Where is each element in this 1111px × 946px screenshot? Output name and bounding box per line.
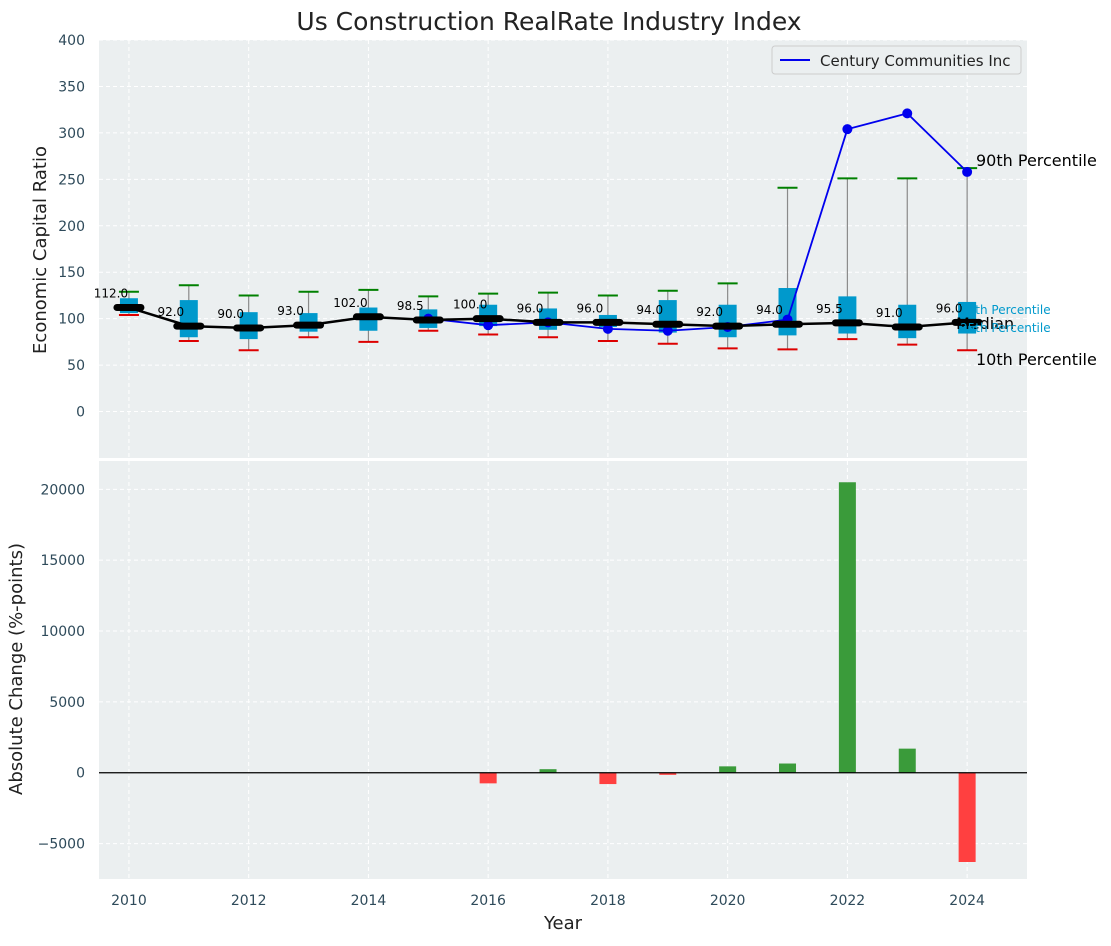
bottom-y-tick-label: 15000 <box>40 553 85 569</box>
top-y-tick-label: 100 <box>58 312 85 328</box>
p25-annotation: 25th Percentile <box>960 321 1051 335</box>
change-bar <box>838 482 856 773</box>
median-value-label: 94.0 <box>636 303 663 317</box>
top-y-tick-label: 0 <box>76 405 85 421</box>
change-bar <box>599 772 617 785</box>
x-tick-label: 2020 <box>710 893 746 909</box>
median-value-label: 102.0 <box>333 296 367 310</box>
p75-annotation: 75th Percentile <box>960 303 1051 317</box>
median-value-label: 96.0 <box>517 301 544 315</box>
legend: Century Communities Inc <box>771 45 1022 75</box>
company-series-point <box>902 108 913 119</box>
x-tick-label: 2018 <box>590 893 626 909</box>
x-tick-label: 2022 <box>830 893 866 909</box>
top-y-tick-label: 400 <box>58 33 85 49</box>
bottom-y-tick-label: 5000 <box>49 695 85 711</box>
x-tick-label: 2012 <box>231 893 267 909</box>
legend-box <box>771 45 1022 75</box>
top-y-tick-label: 350 <box>58 79 85 95</box>
top-y-tick-label: 150 <box>58 265 85 281</box>
bottom-y-tick-label: 0 <box>76 766 85 782</box>
top-y-tick-label: 200 <box>58 219 85 235</box>
x-tick-label: 2024 <box>949 893 985 909</box>
company-series-point <box>962 166 973 177</box>
median-value-label: 91.0 <box>876 306 903 320</box>
bottom-panel-background <box>99 461 1027 879</box>
change-bar <box>659 772 677 775</box>
median-value-label: 96.0 <box>936 301 963 315</box>
top-y-tick-label: 250 <box>58 172 85 188</box>
p10-annotation: 10th Percentile <box>976 350 1097 369</box>
company-series-point <box>602 323 613 334</box>
x-tick-label: 2010 <box>111 893 147 909</box>
legend-entry-label: Century Communities Inc <box>820 52 1011 70</box>
x-tick-label: 2016 <box>470 893 506 909</box>
bottom-y-tick-label: 10000 <box>40 624 85 640</box>
p90-annotation: 90th Percentile <box>976 151 1097 170</box>
median-value-label: 90.0 <box>217 307 244 321</box>
median-value-label: 112.0 <box>94 287 128 301</box>
change-bar <box>719 766 737 773</box>
company-series-point <box>842 124 853 135</box>
change-bar <box>539 769 557 773</box>
median-value-label: 96.0 <box>577 301 604 315</box>
change-bar <box>479 772 497 784</box>
chart-title: Us Construction RealRate Industry Index <box>296 7 801 36</box>
x-tick-label: 2014 <box>351 893 387 909</box>
bottom-y-tick-label: −5000 <box>38 837 85 853</box>
company-series-point <box>483 320 494 331</box>
top-panel-background <box>99 40 1027 458</box>
x-axis-label: Year <box>543 913 583 934</box>
top-y-axis-label: Economic Capital Ratio <box>30 146 51 354</box>
change-bar <box>898 748 916 773</box>
change-bar <box>779 763 797 773</box>
company-series-line <box>428 112 968 332</box>
median-value-label: 95.5 <box>816 302 843 316</box>
median-value-label: 92.0 <box>157 305 184 319</box>
company-series-point <box>662 325 673 336</box>
bottom-y-axis-label: Absolute Change (%-points) <box>6 543 27 795</box>
median-value-label: 100.0 <box>453 298 487 312</box>
median-value-label: 98.5 <box>397 299 424 313</box>
median-value-label: 92.0 <box>696 305 723 319</box>
top-y-tick-label: 50 <box>67 358 85 374</box>
median-annotation: Median <box>956 314 1014 333</box>
top-y-tick-label: 300 <box>58 126 85 142</box>
change-bar <box>958 772 976 862</box>
median-value-label: 94.0 <box>756 303 783 317</box>
bottom-y-tick-label: 20000 <box>40 482 85 498</box>
median-value-label: 93.0 <box>277 304 304 318</box>
